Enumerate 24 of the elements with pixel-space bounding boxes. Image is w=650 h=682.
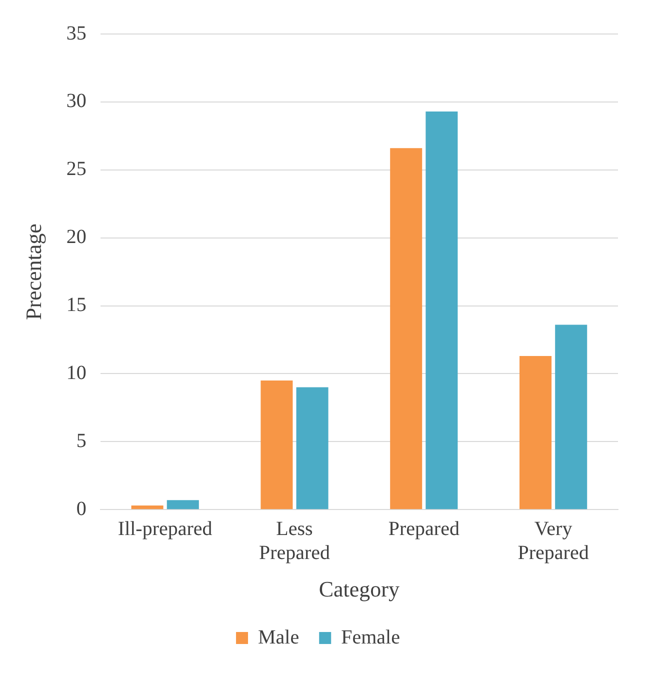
bar	[555, 324, 588, 510]
bar	[426, 111, 458, 510]
y-axis-title: Precentage	[20, 224, 46, 320]
y-tick-label: 25	[66, 158, 86, 180]
x-tick-label: Ill-prepared	[118, 518, 212, 540]
x-tick-label: Prepared	[388, 518, 460, 540]
y-tick-label: 10	[66, 362, 86, 384]
legend-label: Male	[258, 626, 300, 648]
y-tick-label: 15	[66, 294, 86, 316]
bar	[260, 380, 293, 510]
y-tick-label: 30	[66, 90, 86, 112]
y-tick-label: 0	[76, 498, 86, 520]
bar	[296, 387, 328, 510]
bar	[390, 148, 422, 510]
x-tick-label: Very Prepared	[518, 518, 589, 564]
x-tick-label: Less Prepared	[258, 518, 330, 564]
bar	[131, 506, 164, 510]
legend-label: Female	[341, 626, 400, 648]
y-tick-label: 5	[76, 430, 86, 452]
bar	[166, 500, 199, 510]
bar	[519, 356, 552, 510]
x-axis-title: Category	[318, 576, 400, 602]
y-tick-label: 20	[66, 226, 86, 248]
y-tick-label: 35	[66, 22, 86, 44]
